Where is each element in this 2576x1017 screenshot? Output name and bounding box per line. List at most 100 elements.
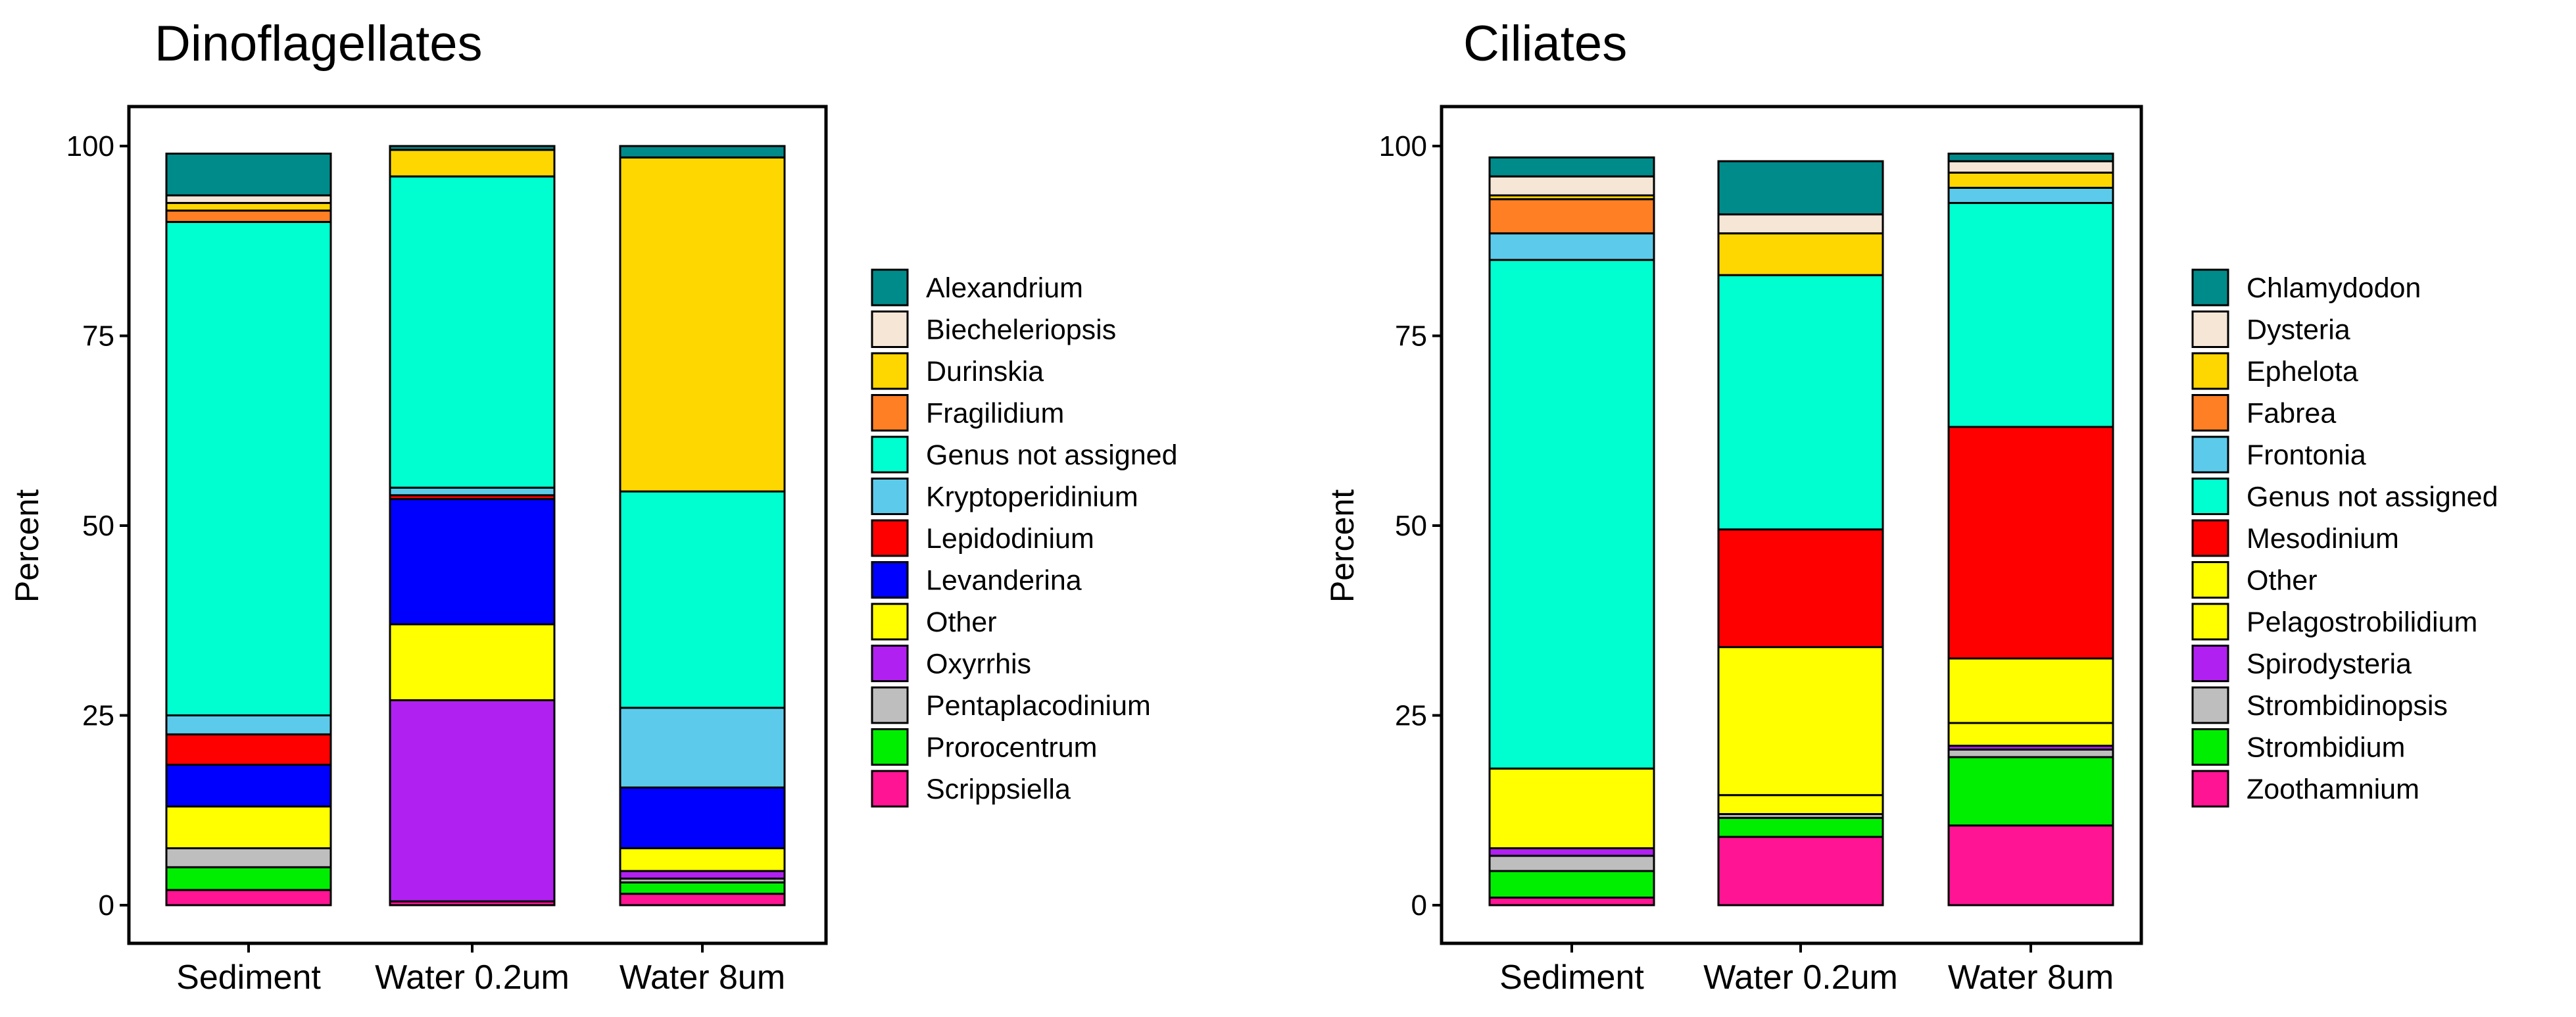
dinoflagellates-panel: Dinoflagellates Percent 0 25 50 75 100 Sedim… — [9, 16, 1178, 997]
bar-segment-sediment-scrippsiella — [165, 889, 332, 906]
legend-swatch-frontonia — [2191, 435, 2229, 474]
bar-segment-water-0-2um-genus-not-assigned — [1717, 274, 1884, 531]
bar-segment-sediment-fabrea — [1488, 198, 1655, 235]
legend-swatch-scrippsiella — [871, 770, 909, 808]
bar-segment-sediment-alexandrium — [165, 153, 332, 197]
bar-segment-water-0-2um-genus-not-assigned — [389, 175, 556, 489]
bar-segment-water-8um-zoothamnium — [1947, 824, 2114, 906]
bar-segment-water-8um-durinskia — [619, 156, 786, 493]
ciliates-y-axis-label: Percent — [1324, 489, 1361, 603]
bar-segment-sediment-biecheleriopsis — [165, 194, 332, 205]
bar-segment-water-0-2um-kryptoperidinium — [389, 486, 556, 497]
legend-swatch-spirodysteria — [2191, 645, 2229, 682]
bar-segment-sediment-strombidium — [1488, 870, 1655, 899]
y-tick-label: 50 — [82, 510, 114, 542]
legend-label-genus-not-assigned: Genus not assigned — [2247, 482, 2498, 513]
y-tick-label: 0 — [99, 889, 114, 922]
legend-swatch-durinskia — [871, 352, 909, 390]
bar-segment-water-0-2um-strombidium — [1717, 816, 1884, 838]
bar-segment-sediment-durinskia — [165, 202, 332, 212]
x-tick-label-water-0-2um: Water 0.2um — [375, 958, 570, 997]
x-tick-label-sediment: Sediment — [176, 958, 321, 997]
legend-swatch-oxyrrhis — [871, 645, 909, 682]
y-tick-label: 100 — [1379, 130, 1427, 162]
legend-swatch-lepidodinium — [871, 519, 909, 557]
bar-segment-sediment-chlamydodon — [1488, 156, 1655, 178]
bar-segment-sediment-kryptoperidinium — [165, 714, 332, 735]
bar-segment-water-0-2um-alexandrium — [389, 145, 556, 151]
legend-swatch-levanderina — [871, 561, 909, 599]
bar-segment-water-0-2um-mesodinium — [1717, 528, 1884, 649]
legend-label-zoothamnium: Zoothamnium — [2247, 774, 2419, 805]
legend-swatch-fabrea — [2191, 394, 2229, 432]
bar-segment-sediment-levanderina — [165, 764, 332, 808]
legend-swatch-prorocentrum — [871, 728, 909, 766]
legend-label-spirodysteria: Spirodysteria — [2247, 649, 2412, 680]
bar-segment-water-8um-genus-not-assigned — [1947, 202, 2114, 428]
bar-segment-water-8um-strombidinopsis — [1947, 748, 2114, 758]
legend-label-chlamydodon: Chlamydodon — [2247, 272, 2421, 304]
bar-segment-water-8um-ephelota — [1947, 171, 2114, 189]
dinoflagellates-bars — [165, 145, 786, 906]
bar-segment-sediment-pentaplacodinium — [165, 847, 332, 868]
legend-swatch-pentaplacodinium — [871, 686, 909, 724]
legend-label-mesodinium: Mesodinium — [2247, 523, 2399, 555]
legend-label-scrippsiella: Scrippsiella — [926, 774, 1071, 805]
legend-swatch-fragilidium — [871, 394, 909, 432]
legend-label-pelagostrobilidium: Pelagostrobilidium — [2247, 607, 2477, 638]
bar-segment-water-0-2um-ephelota — [1717, 232, 1884, 276]
legend-swatch-alexandrium — [871, 268, 909, 307]
legend-label-prorocentrum: Prorocentrum — [926, 732, 1097, 764]
y-tick-label: 50 — [1395, 510, 1427, 542]
legend-label-pentaplacodinium: Pentaplacodinium — [926, 690, 1151, 722]
bar-segment-water-8um-dysteria — [1947, 160, 2114, 174]
ciliates-title: Ciliates — [1463, 16, 1627, 72]
bar-segment-water-0-2um-other — [1717, 646, 1884, 797]
bar-segment-water-8um-scrippsiella — [619, 893, 786, 906]
bar-segment-water-8um-prorocentrum — [619, 881, 786, 895]
legend-swatch-chlamydodon — [2191, 268, 2229, 307]
legend-swatch-genus-not-assigned — [2191, 478, 2229, 515]
x-tick-label-sediment: Sediment — [1499, 958, 1644, 997]
bar-segment-sediment-other — [1488, 767, 1655, 849]
dinoflagellates-title: Dinoflagellates — [155, 16, 483, 72]
bar-segment-sediment-fragilidium — [165, 209, 332, 223]
bar-segment-sediment-other — [165, 805, 332, 849]
bar-segment-water-8um-strombidium — [1947, 756, 2114, 827]
bar-segment-sediment-strombidinopsis — [1488, 855, 1655, 872]
bar-segment-sediment-genus-not-assigned — [165, 220, 332, 716]
y-tick-label: 0 — [1411, 889, 1427, 922]
legend-swatch-biecheleriopsis — [871, 310, 909, 348]
legend-swatch-strombidinopsis — [2191, 686, 2229, 724]
ciliates-legend: Chlamydodon Dysteria Ephelota Fabrea Fronton… — [2191, 268, 2498, 808]
dinoflagellates-y-ticks: 0 25 50 75 100 — [66, 130, 129, 922]
legend-label-frontonia: Frontonia — [2247, 439, 2366, 471]
bar-segment-water-0-2um-dysteria — [1717, 213, 1884, 235]
bar-segment-water-8um-levanderina — [619, 786, 786, 849]
bar-segment-water-8um-genus-not-assigned — [619, 490, 786, 709]
bar-segment-sediment-prorocentrum — [165, 866, 332, 891]
legend-label-other: Other — [2247, 565, 2318, 597]
bar-segment-sediment-dysteria — [1488, 175, 1655, 197]
legend-label-fabrea: Fabrea — [2247, 398, 2336, 430]
legend-label-alexandrium: Alexandrium — [926, 272, 1083, 304]
bar-segment-sediment-spirodysteria — [1488, 847, 1655, 857]
bar-segment-water-8um-pelagostrobilidium — [1947, 722, 2114, 747]
bar-segment-sediment-genus-not-assigned — [1488, 259, 1655, 770]
legend-swatch-mesodinium — [2191, 519, 2229, 557]
legend-swatch-kryptoperidinium — [871, 478, 909, 515]
legend-swatch-other — [871, 603, 909, 641]
bar-segment-water-0-2um-levanderina — [389, 498, 556, 626]
bar-segment-water-8um-mesodinium — [1947, 426, 2114, 660]
y-tick-label: 100 — [66, 130, 114, 162]
legend-label-biecheleriopsis: Biecheleriopsis — [926, 314, 1116, 346]
legend-swatch-zoothamnium — [2191, 770, 2229, 808]
bar-segment-water-8um-alexandrium — [619, 145, 786, 159]
ciliates-x-ticks: Sediment Water 0.2um Water 8um — [1499, 943, 2114, 997]
y-tick-label: 75 — [82, 320, 114, 353]
ciliates-bars — [1488, 153, 2114, 906]
dinoflagellates-y-axis-label: Percent — [9, 489, 45, 603]
legend-label-fragilidium: Fragilidium — [926, 398, 1064, 430]
legend-label-lepidodinium: Lepidodinium — [926, 523, 1094, 555]
